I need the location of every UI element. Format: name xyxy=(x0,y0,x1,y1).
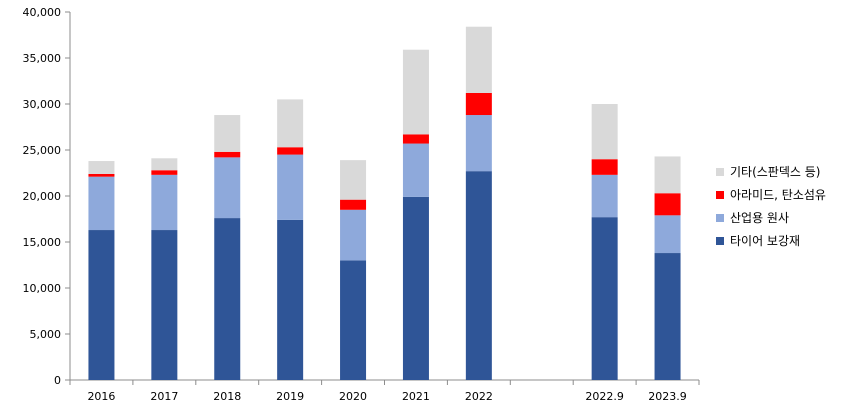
bar-segment-s0-c5 xyxy=(402,196,429,380)
y-tick-label: 15,000 xyxy=(23,236,62,249)
bar-segment-s3-c4 xyxy=(340,160,367,200)
bar-segment-s2-c2 xyxy=(214,151,241,158)
bar-segment-s1-c1 xyxy=(151,174,178,231)
y-tick-label: 10,000 xyxy=(23,282,62,295)
x-tick-label: 2018 xyxy=(213,390,241,403)
legend-swatch xyxy=(716,237,724,245)
x-axis: 2016 2017 2018 2019 2020 2021 2022 2022.9 2023.9 xyxy=(69,379,700,403)
bar-segment-s0-c4 xyxy=(340,260,367,380)
bars xyxy=(88,26,681,380)
x-tick-label: 2019 xyxy=(276,390,304,403)
bar-segment-s3-c2 xyxy=(214,115,241,152)
legend-swatch xyxy=(716,168,724,176)
x-tick-label: 2020 xyxy=(339,390,367,403)
bar-segment-s1-c0 xyxy=(88,176,115,231)
bar-segment-s1-c3 xyxy=(277,154,304,220)
bar-segment-s1-c2 xyxy=(214,157,241,219)
bar-segment-s1-c4 xyxy=(340,209,367,261)
y-tick-label: 25,000 xyxy=(23,144,62,157)
legend-label: 아라미드, 탄소섬유 xyxy=(730,188,826,202)
x-tick-label: 2017 xyxy=(150,390,178,403)
legend-swatch xyxy=(716,191,724,199)
bar-segment-s0-c3 xyxy=(277,219,304,380)
x-tick-label: 2022.9 xyxy=(585,390,624,403)
legend-swatch xyxy=(716,214,724,222)
bar-segment-s0-c1 xyxy=(151,230,178,380)
bar-segment-s0-c9 xyxy=(654,253,681,380)
bar-segment-s2-c6 xyxy=(465,92,492,116)
y-axis: 0 5,000 10,000 15,000 20,000 25,000 30,000 35,0… xyxy=(23,6,71,387)
bar-segment-s3-c5 xyxy=(402,49,429,135)
bar-segment-s1-c6 xyxy=(465,115,492,172)
bar-segment-s3-c8 xyxy=(591,104,618,160)
bar-segment-s3-c3 xyxy=(277,99,304,148)
x-tick-label: 2022 xyxy=(465,390,493,403)
bar-segment-s0-c2 xyxy=(214,218,241,380)
bar-segment-s3-c6 xyxy=(465,26,492,93)
legend-label: 산업용 원사 xyxy=(730,211,789,225)
bar-segment-s2-c1 xyxy=(151,170,178,175)
y-tick-label: 20,000 xyxy=(23,190,62,203)
bar-segment-s2-c9 xyxy=(654,193,681,216)
bar-segment-s1-c9 xyxy=(654,215,681,254)
bar-segment-s0-c6 xyxy=(465,171,492,380)
bar-segment-s1-c8 xyxy=(591,174,618,218)
x-tick-label: 2016 xyxy=(87,390,115,403)
y-tick-label: 0 xyxy=(54,374,61,387)
x-tick-label: 2021 xyxy=(402,390,430,403)
y-tick-label: 40,000 xyxy=(23,6,62,19)
x-tick-label: 2023.9 xyxy=(648,390,687,403)
bar-segment-s2-c4 xyxy=(340,199,367,210)
bar-segment-s0-c8 xyxy=(591,217,618,380)
bar-segment-s0-c0 xyxy=(88,230,115,380)
y-tick-label: 30,000 xyxy=(23,98,62,111)
bar-segment-s2-c5 xyxy=(402,134,429,144)
bar-segment-s2-c0 xyxy=(88,173,115,177)
legend-label: 기타(스판덱스 등) xyxy=(730,165,820,179)
bar-segment-s1-c5 xyxy=(402,143,429,197)
bar-segment-s3-c9 xyxy=(654,156,681,194)
bar-segment-s2-c8 xyxy=(591,159,618,175)
y-tick-label: 5,000 xyxy=(30,328,62,341)
bar-segment-s3-c1 xyxy=(151,158,178,171)
bar-segment-s3-c0 xyxy=(88,161,115,174)
bar-segment-s2-c3 xyxy=(277,147,304,155)
legend-label: 타이어 보강재 xyxy=(730,234,800,248)
y-tick-label: 35,000 xyxy=(23,52,62,65)
